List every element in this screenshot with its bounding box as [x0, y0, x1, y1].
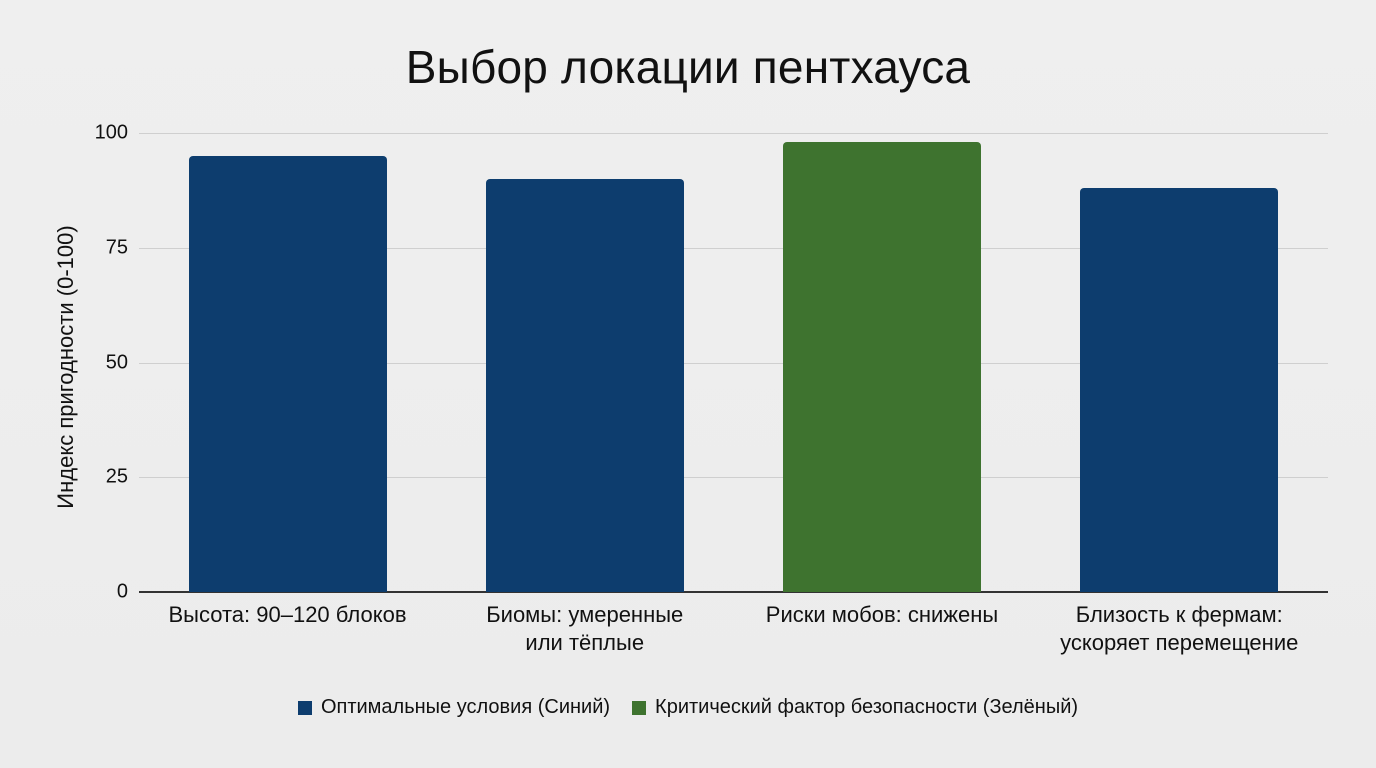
- bar-4[interactable]: [1080, 188, 1279, 592]
- legend-swatch-green: [632, 700, 647, 715]
- x-tick-label-line: ускоряет перемещение: [1060, 630, 1299, 655]
- x-tick-label-line: Биомы: умеренные: [486, 602, 684, 627]
- bar-1[interactable]: [188, 155, 387, 592]
- x-tick-label-line: или тёплые: [525, 630, 645, 655]
- x-tick-label-line: Близость к фермам:: [1075, 602, 1283, 627]
- x-tick-label-line: Высота: 90–120 блоков: [168, 602, 407, 627]
- legend-swatch-blue: [297, 700, 312, 715]
- x-tick-label-line: Риски мобов: снижены: [765, 602, 999, 627]
- gridline: [139, 477, 1328, 479]
- legend: Оптимальные условия (Синий) Критический …: [0, 696, 1376, 719]
- y-tick-label: 50: [105, 351, 128, 373]
- gridline: [139, 362, 1328, 364]
- y-tick-label: 25: [105, 465, 128, 488]
- gridline: [139, 133, 1328, 134]
- plot-area: [139, 133, 1328, 593]
- bar-2[interactable]: [485, 178, 684, 592]
- legend-item-critical[interactable]: Критический фактор безопасности (Зелёный…: [632, 696, 1078, 719]
- x-tick-label: Близость к фермам: ускоряет перемещение: [1031, 601, 1328, 657]
- x-tick-label: Высота: 90–120 блоков: [139, 601, 436, 629]
- legend-item-optimal[interactable]: Оптимальные условия (Синий): [297, 696, 611, 719]
- y-tick-label: 0: [116, 580, 128, 603]
- y-tick-label: 75: [105, 236, 128, 259]
- x-axis-line: [139, 591, 1328, 593]
- x-tick-label: Риски мобов: снижены: [734, 601, 1031, 629]
- bar-3[interactable]: [783, 142, 982, 592]
- legend-label-critical: Критический фактор безопасности (Зелёный…: [655, 696, 1079, 718]
- chart-title: Выбор локации пентхауса: [405, 41, 971, 93]
- x-tick-label: Биомы: умеренные или тёплые: [436, 601, 733, 657]
- legend-label-optimal: Оптимальные условия (Синий): [320, 696, 611, 718]
- gridline: [139, 247, 1328, 249]
- y-tick-label: 100: [94, 121, 128, 144]
